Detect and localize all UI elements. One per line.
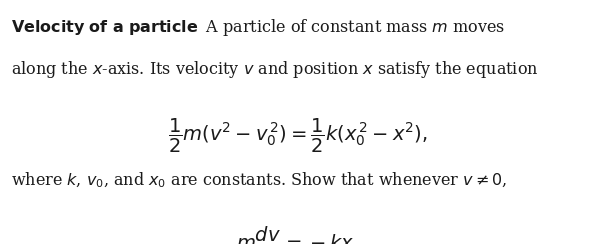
Text: where $k$, $v_0$, and $x_0$ are constants. Show that whenever $v \neq 0$,: where $k$, $v_0$, and $x_0$ are constant…: [11, 171, 507, 190]
Text: along the $x$-axis. Its velocity $v$ and position $x$ satisfy the equation: along the $x$-axis. Its velocity $v$ and…: [11, 59, 538, 80]
Text: $\mathbf{Velocity\ of\ a\ particle}$$\;\;$A particle of constant mass $m$ moves: $\mathbf{Velocity\ of\ a\ particle}$$\;\…: [11, 17, 505, 38]
Text: $\dfrac{1}{2}m(v^2 - v_0^{\,2}) = \dfrac{1}{2}k(x_0^{\,2} - x^2),$: $\dfrac{1}{2}m(v^2 - v_0^{\,2}) = \dfrac…: [168, 117, 427, 155]
Text: $m\dfrac{dv}{dt} = -kx.$: $m\dfrac{dv}{dt} = -kx.$: [236, 224, 359, 244]
